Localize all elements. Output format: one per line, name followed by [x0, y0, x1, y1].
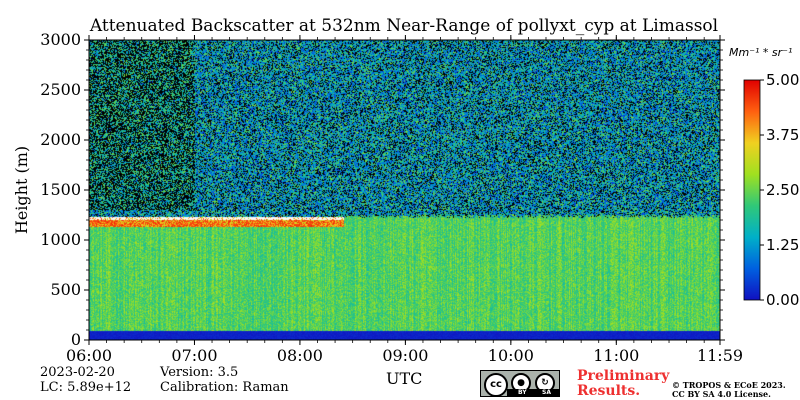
x-tick-label: 06:00 — [66, 346, 112, 365]
y-tick-label: 0 — [71, 330, 81, 349]
colorbar-tick-label: 0.00 — [766, 291, 799, 309]
version-label: Version: 3.5 — [160, 365, 239, 380]
colorbar-tick-label: 3.75 — [766, 126, 799, 144]
colorbar-tick-label: 1.25 — [766, 236, 799, 254]
by-label: BY — [518, 389, 527, 396]
cc-license-badge[interactable]: cc ● ↻ BY SA — [480, 370, 560, 397]
colorbar: 0.00 1.25 2.50 3.75 5.00 — [743, 71, 799, 309]
colorbar-unit: Mm⁻¹ * sr⁻¹ — [729, 46, 793, 59]
copyright-notice: © TROPOS & ECoE 2023. CC BY SA 4.0 Licen… — [672, 381, 786, 399]
y-tick-label: 2000 — [40, 130, 81, 149]
x-tick-label: 11:00 — [593, 346, 639, 365]
y-tick-label: 500 — [50, 280, 81, 299]
preliminary-line-1: Preliminary — [577, 368, 670, 384]
x-axis: 06:00 07:00 08:00 09:00 10:00 11:00 11:59 — [66, 35, 743, 365]
copyright-line-1: © TROPOS & ECoE 2023. — [672, 380, 786, 390]
y-axis: 0 500 1000 1500 2000 2500 3000 Height (m) — [12, 30, 725, 349]
y-tick-label: 2500 — [40, 80, 81, 99]
share-alike-icon: ↻ — [535, 373, 555, 393]
y-tick-label: 3000 — [40, 30, 81, 49]
preliminary-notice: Preliminary Results. — [577, 369, 669, 399]
x-tick-label: 08:00 — [277, 346, 323, 365]
colorbar-bar — [743, 79, 761, 301]
chart-title: Attenuated Backscatter at 532nm Near-Ran… — [89, 16, 719, 36]
lc-label: LC: 5.89e+12 — [40, 380, 132, 395]
y-axis-label: Height (m) — [12, 146, 31, 234]
preliminary-line-2: Results. — [577, 383, 641, 399]
x-tick-label: 11:59 — [697, 346, 743, 365]
license-strip: BY SA — [507, 389, 559, 396]
calibration-label: Calibration: Raman — [160, 380, 289, 395]
colorbar-tick-label: 5.00 — [766, 71, 799, 89]
x-tick-label: 09:00 — [382, 346, 428, 365]
date-label: 2023-02-20 — [40, 365, 115, 380]
y-tick-label: 1500 — [40, 180, 81, 199]
sa-label: SA — [542, 389, 551, 396]
colorbar-tick-label: 2.50 — [766, 181, 799, 199]
copyright-line-2: CC BY SA 4.0 License. — [672, 389, 771, 399]
heatmap-image — [89, 40, 720, 340]
x-tick-label: 07:00 — [171, 346, 217, 365]
heatmap-field — [89, 40, 720, 340]
cc-icon: cc — [484, 373, 508, 397]
x-axis-label: UTC — [386, 369, 423, 388]
x-tick-label: 10:00 — [488, 346, 534, 365]
y-tick-label: 1000 — [40, 230, 81, 249]
